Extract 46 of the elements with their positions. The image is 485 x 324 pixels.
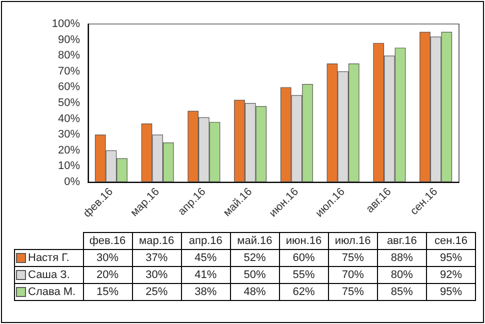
y-tick-label: 0% [64, 176, 80, 188]
y-tick-label: 20% [58, 144, 80, 156]
y-tick-label: 50% [58, 97, 80, 109]
category-label: авг.16 [386, 235, 417, 247]
category-label: июн.16 [286, 235, 322, 247]
legend-label: Настя Г. [14, 250, 83, 266]
data-label: 70% [328, 266, 378, 284]
category-label: мар.16 [139, 235, 174, 247]
y-tick-label: 30% [58, 128, 80, 141]
category-label: фев.16 [89, 235, 126, 247]
legend-label: Слава М. [14, 284, 83, 300]
category-label: апр.16 [188, 235, 222, 247]
data-label: 62% [279, 284, 328, 300]
data-label: 45% [181, 250, 230, 266]
y-tick-label: 70% [58, 65, 80, 78]
data-label: 95% [426, 284, 476, 300]
data-label: 80% [377, 266, 426, 284]
data-label: 48% [230, 284, 280, 300]
data-label: 15% [83, 284, 132, 300]
data-label: 52% [230, 250, 280, 266]
data-label: 30% [83, 250, 132, 266]
y-tick-label: 40% [58, 112, 80, 125]
category-label: сен.16 [434, 235, 468, 247]
data-label: 50% [230, 266, 280, 284]
data-label: 85% [377, 284, 426, 300]
y-tick-label: 90% [58, 34, 80, 46]
data-label: 75% [328, 284, 378, 300]
data-label: 20% [83, 266, 132, 284]
data-label: 88% [377, 250, 426, 266]
data-label: 38% [181, 284, 230, 300]
data-label: 95% [426, 250, 476, 266]
data-label: 37% [132, 250, 182, 266]
y-tick-label: 100% [52, 18, 80, 30]
data-label: 41% [181, 266, 230, 284]
category-label: май.16 [237, 235, 272, 247]
y-tick-label: 10% [58, 160, 80, 172]
data-label: 75% [328, 250, 378, 266]
data-label: 92% [426, 266, 476, 284]
data-label: 25% [132, 284, 182, 300]
data-label: 30% [132, 266, 182, 284]
y-tick-label: 60% [58, 81, 80, 94]
data-label: 55% [279, 266, 328, 284]
y-tick-label: 80% [58, 50, 80, 62]
data-label: 60% [279, 250, 328, 266]
category-label: июл.16 [334, 235, 371, 247]
legend-label: Саша З. [14, 266, 83, 284]
